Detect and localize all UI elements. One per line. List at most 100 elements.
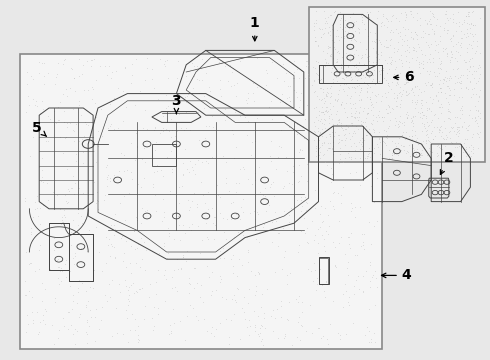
Point [298, 310, 306, 315]
Point [70, 75, 78, 81]
Point [152, 291, 160, 296]
Point [242, 114, 249, 120]
Point [365, 153, 372, 159]
Point [392, 64, 400, 69]
Point [195, 90, 203, 95]
Point [258, 323, 266, 329]
Point [362, 123, 370, 129]
Point [405, 76, 413, 82]
Point [340, 35, 348, 41]
Point [430, 14, 438, 20]
Point [445, 129, 453, 135]
Point [98, 133, 106, 139]
Point [27, 231, 35, 237]
Point [198, 192, 206, 198]
Point [350, 129, 358, 134]
Point [70, 128, 78, 134]
Point [424, 134, 432, 140]
Point [143, 207, 150, 212]
Point [303, 161, 311, 167]
Point [238, 112, 246, 117]
Point [408, 127, 416, 133]
Point [469, 131, 477, 136]
Point [252, 237, 260, 242]
Point [397, 93, 405, 99]
Point [421, 138, 429, 144]
Point [363, 153, 371, 158]
Point [212, 326, 220, 332]
Point [462, 59, 470, 65]
Point [256, 330, 264, 336]
Point [361, 51, 368, 57]
Point [430, 31, 438, 37]
Point [280, 254, 288, 260]
Point [400, 122, 408, 128]
Point [441, 144, 449, 149]
Point [145, 294, 153, 300]
Point [324, 145, 332, 151]
Point [140, 145, 148, 151]
Point [69, 331, 77, 337]
Point [196, 294, 204, 300]
Point [63, 166, 71, 172]
Point [310, 120, 318, 125]
Point [433, 16, 441, 22]
Point [376, 151, 384, 157]
Point [121, 64, 128, 70]
Point [425, 71, 433, 77]
Point [312, 114, 320, 120]
Point [399, 24, 407, 30]
Point [296, 97, 304, 103]
Point [245, 177, 252, 183]
Point [416, 47, 424, 53]
Point [397, 52, 405, 58]
Point [421, 51, 429, 57]
Point [455, 124, 463, 130]
Point [339, 71, 347, 76]
Point [474, 108, 482, 113]
Point [168, 274, 176, 280]
Point [324, 140, 332, 145]
Point [396, 104, 404, 110]
Point [423, 120, 431, 125]
Point [54, 256, 62, 262]
Point [316, 155, 324, 161]
Point [451, 55, 459, 61]
Point [464, 49, 471, 55]
Point [366, 150, 373, 156]
Point [351, 252, 359, 258]
Point [105, 102, 113, 107]
Point [84, 298, 92, 303]
Point [445, 85, 453, 90]
Point [348, 76, 356, 82]
Point [127, 270, 135, 275]
Point [406, 9, 414, 14]
Point [423, 152, 431, 158]
Point [395, 29, 403, 35]
Point [253, 209, 261, 215]
Point [321, 125, 329, 131]
Point [311, 232, 319, 238]
Point [72, 121, 80, 126]
Point [363, 269, 370, 274]
Point [344, 299, 352, 305]
Point [397, 57, 405, 63]
Point [151, 147, 159, 153]
Point [374, 144, 382, 150]
Point [22, 292, 30, 298]
Point [315, 325, 322, 331]
Point [244, 249, 251, 255]
Point [472, 117, 480, 122]
Point [217, 320, 224, 326]
Point [402, 53, 410, 59]
Point [201, 201, 209, 206]
Point [343, 265, 351, 271]
Point [321, 159, 329, 165]
Point [382, 44, 390, 50]
Point [140, 176, 148, 181]
Point [50, 204, 58, 210]
Point [387, 54, 395, 60]
Point [176, 237, 184, 242]
Point [300, 194, 308, 200]
Point [384, 82, 392, 88]
